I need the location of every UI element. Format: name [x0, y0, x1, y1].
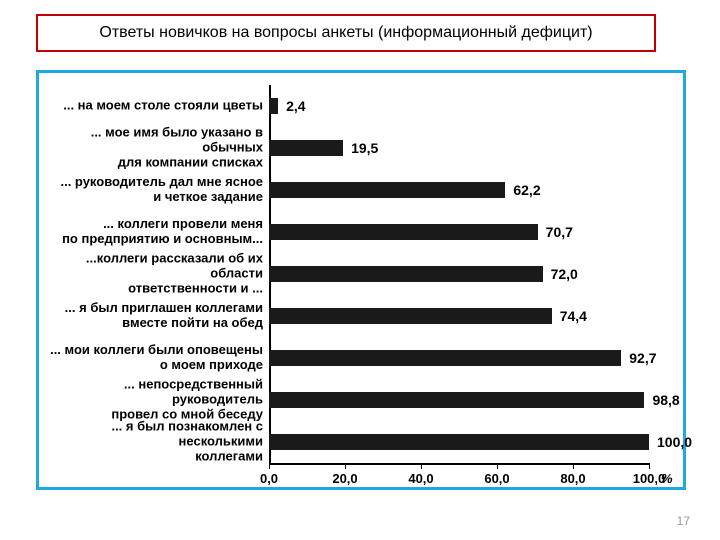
row-label: ... мои коллеги были оповещеныо моем при… — [41, 343, 269, 373]
bar-value: 2,4 — [286, 98, 305, 114]
chart-row: ... на моем столе стояли цветы2,4 — [269, 85, 649, 127]
chart-container: 0,020,040,060,080,0100,0%... на моем сто… — [36, 70, 686, 490]
chart-row: ... непосредственный руководительпровел … — [269, 379, 649, 421]
x-tick — [345, 463, 346, 469]
x-tick — [497, 463, 498, 469]
bar-value: 98,8 — [652, 392, 679, 408]
row-label: ... мое имя было указано в обычныхдля ко… — [41, 126, 269, 171]
row-label: ... коллеги провели меняпо предприятию и… — [41, 217, 269, 247]
x-tick — [573, 463, 574, 469]
chart-row: ... руководитель дал мне ясноеи четкое з… — [269, 169, 649, 211]
chart-row: ...коллеги рассказали об их областиответ… — [269, 253, 649, 295]
bar-value: 62,2 — [513, 182, 540, 198]
x-tick-label: 80,0 — [560, 471, 585, 486]
x-tick-label: 60,0 — [484, 471, 509, 486]
title-box: Ответы новичков на вопросы анкеты (инфор… — [36, 14, 656, 52]
x-tick-label: 20,0 — [332, 471, 357, 486]
page-title: Ответы новичков на вопросы анкеты (инфор… — [99, 24, 592, 42]
row-label: ... непосредственный руководительпровел … — [41, 378, 269, 423]
bar-value: 19,5 — [351, 140, 378, 156]
x-tick — [269, 463, 270, 469]
chart-row: ... мое имя было указано в обычныхдля ко… — [269, 127, 649, 169]
chart-row: ... я был познакомлен с несколькимиколле… — [269, 421, 649, 463]
row-label: ... я был приглашен коллегамивместе пойт… — [41, 301, 269, 331]
chart-row: ... я был приглашен коллегамивместе пойт… — [269, 295, 649, 337]
plot-area: 0,020,040,060,080,0100,0%... на моем сто… — [269, 85, 649, 463]
bar-value: 100,0 — [657, 434, 692, 450]
bar — [269, 266, 543, 282]
bar — [269, 140, 343, 156]
row-label: ...коллеги рассказали об их областиответ… — [41, 252, 269, 297]
x-tick-label: 40,0 — [408, 471, 433, 486]
x-tick — [421, 463, 422, 469]
bar — [269, 392, 644, 408]
bar — [269, 182, 505, 198]
x-axis — [269, 463, 649, 465]
row-label: ... на моем столе стояли цветы — [41, 99, 269, 114]
bar — [269, 434, 649, 450]
bar — [269, 308, 552, 324]
bar — [269, 98, 278, 114]
bar-value: 74,4 — [560, 308, 587, 324]
bar — [269, 224, 538, 240]
chart-inner: 0,020,040,060,080,0100,0%... на моем сто… — [39, 73, 683, 487]
chart-row: ... коллеги провели меняпо предприятию и… — [269, 211, 649, 253]
bar-value: 92,7 — [629, 350, 656, 366]
bar-value: 72,0 — [551, 266, 578, 282]
x-tick — [649, 463, 650, 469]
chart-row: ... мои коллеги были оповещеныо моем при… — [269, 337, 649, 379]
bar-value: 70,7 — [546, 224, 573, 240]
row-label: ... я был познакомлен с несколькимиколле… — [41, 420, 269, 465]
row-label: ... руководитель дал мне ясноеи четкое з… — [41, 175, 269, 205]
x-axis-unit: % — [661, 471, 673, 486]
bar — [269, 350, 621, 366]
x-tick-label: 0,0 — [260, 471, 278, 486]
page-number: 17 — [677, 514, 690, 528]
